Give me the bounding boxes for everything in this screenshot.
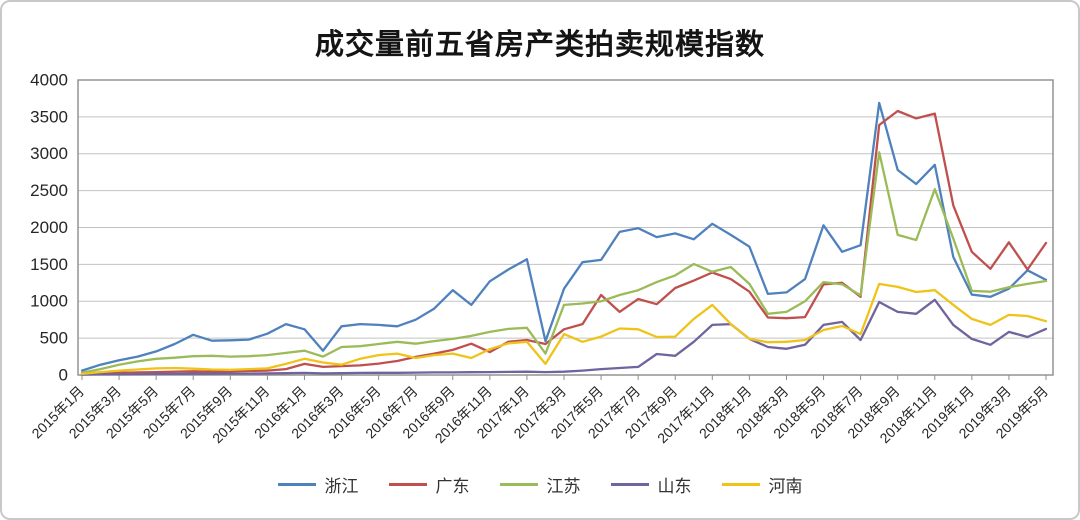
series-line-zhejiang bbox=[80, 101, 1048, 372]
series-line-shandong bbox=[80, 298, 1048, 376]
legend-swatch-jiangsu bbox=[499, 483, 538, 486]
y-axis-tick-label: 1000 bbox=[30, 292, 68, 311]
gridlines bbox=[78, 79, 1053, 376]
legend-swatch-guangdong bbox=[388, 483, 427, 486]
legend-label-guangdong: 广东 bbox=[435, 477, 470, 496]
legend-swatch-shandong bbox=[610, 483, 649, 486]
plot-border bbox=[77, 79, 1054, 376]
legend-label-zhejiang: 浙江 bbox=[324, 477, 359, 496]
y-axis-tick-label: 2000 bbox=[30, 218, 68, 237]
series-line-jiangsu bbox=[80, 151, 1048, 374]
series-line-henan bbox=[80, 282, 1048, 376]
series-line-guangdong bbox=[80, 109, 1048, 375]
legend-item-guangdong: 广东 bbox=[388, 472, 470, 497]
legend-swatch-zhejiang bbox=[277, 483, 316, 486]
y-axis-tick-label: 2500 bbox=[30, 181, 68, 200]
legend-item-jiangsu: 江苏 bbox=[499, 472, 581, 497]
x-axis-labels: 2015年1月2015年3月2015年5月2015年7月2015年9月2015年… bbox=[28, 375, 1051, 446]
legend-label-jiangsu: 江苏 bbox=[546, 477, 581, 496]
y-axis-tick-label: 3000 bbox=[30, 144, 68, 163]
legend-swatch-henan bbox=[721, 483, 760, 486]
legend-label-shandong: 山东 bbox=[657, 477, 692, 496]
legend-item-zhejiang: 浙江 bbox=[277, 472, 359, 497]
y-axis-tick-label: 500 bbox=[40, 329, 68, 348]
chart-title: 成交量前五省房产类拍卖规模指数 bbox=[314, 29, 765, 61]
chart-legend: 浙江 广东 江苏 山东 河南 bbox=[2, 472, 1078, 497]
legend-item-shandong: 山东 bbox=[610, 472, 692, 497]
y-axis-tick-label: 4000 bbox=[30, 70, 68, 89]
legend-label-henan: 河南 bbox=[768, 477, 803, 496]
y-axis-tick-label: 3500 bbox=[30, 107, 68, 126]
y-axis-tick-label: 1500 bbox=[30, 255, 68, 274]
y-axis-tick-label: 0 bbox=[59, 365, 68, 384]
legend-item-henan: 河南 bbox=[721, 472, 803, 497]
y-axis-labels: 0 500 1000 1500 2000 2500 3000 3500 4000 bbox=[30, 70, 68, 384]
